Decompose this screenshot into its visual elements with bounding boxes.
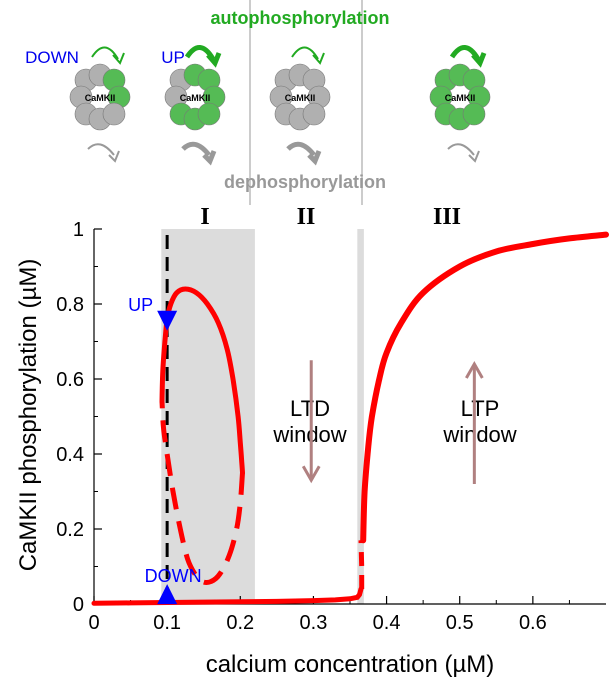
x-tick-label: 0.3 (300, 612, 328, 634)
window-arrowhead (465, 360, 484, 379)
x-axis-label: calcium concentration (µM) (206, 651, 495, 678)
header-illustration: autophosphorylation dephosphorylation DO… (25, 0, 491, 205)
dephos-arrowhead (108, 150, 120, 163)
camkii-molecule: CaMKII (164, 45, 226, 166)
dephos-arrow (87, 143, 115, 156)
camkii-molecule: CaMKII (269, 46, 331, 166)
subunit (302, 102, 326, 126)
y-tick-label: 0.4 (56, 444, 84, 466)
y-tick-label: 0.2 (56, 519, 84, 541)
shaded-band (161, 229, 255, 604)
dephosphorylation-label: dephosphorylation (224, 172, 386, 192)
autophos-arrow (91, 46, 119, 60)
dephos-arrow (286, 141, 316, 157)
shaded-band (357, 229, 364, 604)
x-tick-label: 0.4 (373, 612, 401, 634)
autophos-arrowhead (112, 52, 125, 65)
subunit (102, 102, 126, 126)
x-tick-label: 0.5 (446, 612, 474, 634)
camkii-molecule: CaMKII (429, 45, 491, 163)
camkii-text: CaMKII (445, 93, 476, 103)
x-tick-label: 0.1 (153, 612, 181, 634)
y-tick-label: 0.8 (56, 294, 84, 316)
marker-label-up: UP (128, 295, 153, 315)
loop-unstable-branch (159, 401, 245, 585)
dephos-arrowhead (202, 150, 217, 166)
y-tick-label: 1 (73, 219, 84, 241)
autophosphorylation-label: autophosphorylation (211, 8, 390, 28)
unstable-branch (358, 540, 365, 589)
camkii-text: CaMKII (85, 93, 116, 103)
marker-label-down: DOWN (145, 566, 202, 586)
marker-up-state (157, 310, 178, 331)
dephos-arrowhead (468, 150, 480, 163)
dephos-arrow (181, 141, 211, 157)
y-axis-label: CaMKII phosphorylation (µM) (15, 259, 42, 572)
loop-stable-branch (159, 286, 245, 476)
y-tick-label: 0.6 (56, 369, 84, 391)
y-tick-label: 0 (73, 594, 84, 616)
state-label-up: UP (161, 48, 185, 67)
autophos-arrowhead (312, 52, 325, 65)
x-tick-label: 0.2 (226, 612, 254, 634)
chart: I II III 0 0.1 0.2 0.3 0.4 0.5 0.600.20.40.60.81… (15, 204, 609, 678)
region-label: I (200, 204, 209, 230)
camkii-text: CaMKII (180, 93, 211, 103)
autophos-arrow (291, 46, 319, 60)
x-tick-label: 0.6 (519, 612, 547, 634)
annotation-text: LTP (461, 396, 500, 421)
annotations: LTDwindowLTPwindow (272, 360, 517, 484)
autophos-arrowhead (471, 52, 487, 68)
subunit (462, 102, 486, 126)
subunit (197, 102, 221, 126)
annotation-text: window (442, 422, 516, 447)
shaded-bands (161, 229, 364, 604)
stable-upper-branch (360, 231, 609, 544)
camkii-molecule: CaMKII (69, 46, 131, 163)
window-arrowhead (301, 465, 321, 484)
camkii-text: CaMKII (285, 93, 316, 103)
region-label: III (433, 204, 461, 230)
region-label: II (297, 204, 316, 230)
annotation-text: window (272, 422, 346, 447)
camkii-molecules: CaMKII CaMKII CaMKII CaMKII (69, 45, 491, 166)
dephos-arrow (447, 143, 475, 156)
x-tick-label: 0 (88, 612, 99, 634)
axes: 0 0.1 0.2 0.3 0.4 0.5 0.6 0 0.2 0.4 0.6 0.8 1 (56, 219, 606, 634)
state-label-down: DOWN (25, 48, 79, 67)
region-labels: I II III (200, 204, 461, 230)
markers: UP DOWN (128, 295, 202, 605)
marker-down-state (157, 584, 178, 605)
dephos-arrowhead (307, 150, 322, 166)
autophos-arrowhead (206, 52, 222, 68)
